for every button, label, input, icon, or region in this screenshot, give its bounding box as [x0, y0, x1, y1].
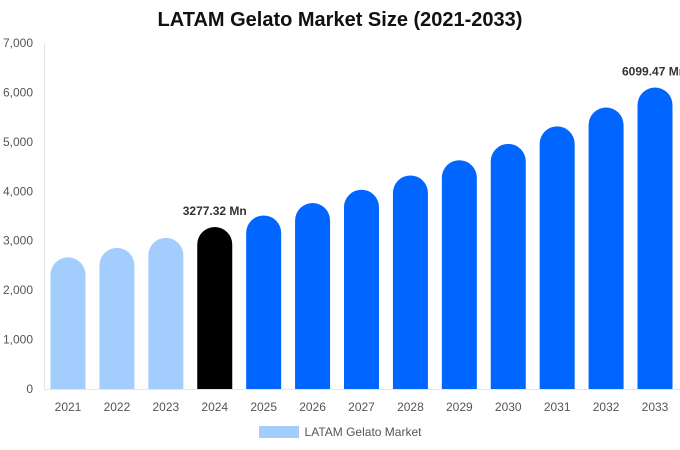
x-tick-label: 2028 — [397, 400, 424, 414]
y-tick-label: 4,000 — [3, 184, 33, 198]
x-tick-label: 2022 — [104, 400, 131, 414]
bar-2030 — [490, 143, 526, 389]
x-tick-label: 2029 — [446, 400, 473, 414]
x-tick-label: 2031 — [544, 400, 571, 414]
bar-2027 — [344, 189, 379, 389]
x-tick-label: 2026 — [299, 400, 326, 414]
data-label: 3277.32 Mn — [183, 204, 247, 218]
legend-swatch — [258, 426, 299, 438]
y-tick-label: 2,000 — [3, 283, 33, 297]
data-label: 6099.47 Mn — [622, 65, 680, 79]
x-tick-label: 2030 — [495, 400, 522, 414]
y-tick-label: 0 — [26, 382, 33, 396]
x-tick-label: 2024 — [201, 400, 228, 414]
y-tick-label: 1,000 — [3, 333, 33, 347]
bar-2025 — [246, 215, 282, 389]
y-tick-label: 6,000 — [3, 85, 33, 99]
x-tick-label: 2025 — [250, 400, 277, 414]
bar-2021 — [50, 257, 86, 389]
bar-2031 — [539, 126, 575, 389]
bar-2032 — [588, 107, 624, 390]
y-tick-label: 5,000 — [3, 135, 33, 149]
bar-2023 — [148, 237, 184, 389]
y-tick-label: 7,000 — [3, 36, 33, 50]
bar-2026 — [295, 203, 331, 389]
chart-title: LATAM Gelato Market Size (2021-2033) — [157, 9, 523, 31]
x-tick-label: 2021 — [55, 400, 82, 414]
bar-2028 — [392, 175, 428, 389]
x-tick-label: 2023 — [152, 400, 179, 414]
bar-2033 — [637, 87, 673, 390]
y-tick-label: 3,000 — [3, 234, 33, 248]
bar-2024 — [197, 227, 233, 389]
x-tick-label: 2033 — [642, 400, 669, 414]
legend-label: LATAM Gelato Market — [304, 425, 422, 439]
legend[interactable]: LATAM Gelato Market — [0, 425, 680, 439]
bar-2022 — [99, 247, 135, 389]
bar-2029 — [441, 160, 477, 389]
x-tick-label: 2027 — [348, 400, 375, 414]
x-tick-label: 2032 — [593, 400, 620, 414]
